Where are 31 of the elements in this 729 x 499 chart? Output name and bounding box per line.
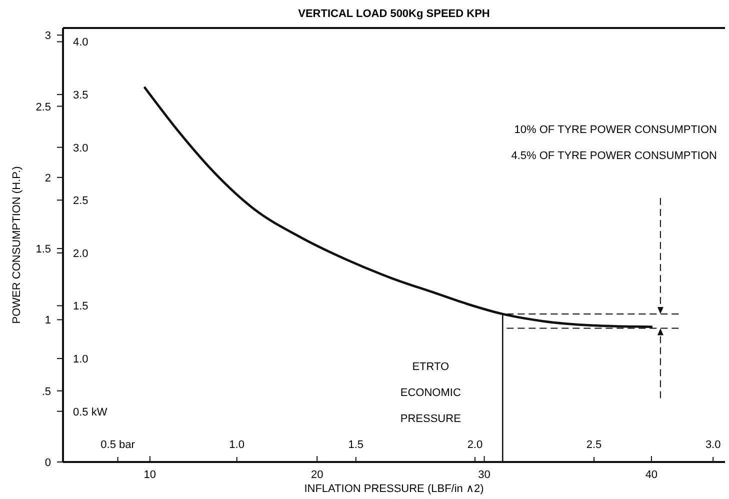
x2-tick-label: 3.0 xyxy=(705,439,721,451)
x2-tick-label: 0.5 bar xyxy=(100,439,136,451)
annotation: 4.5% OF TYRE POWER CONSUMPTION xyxy=(511,150,718,162)
y-tick-label: 2 xyxy=(44,172,51,184)
y-tick-label: .5 xyxy=(42,386,51,398)
y2-tick-label: 1.0 xyxy=(73,354,88,366)
x2-tick-label: 2.5 xyxy=(586,439,602,451)
x-tick-label: 10 xyxy=(144,469,156,481)
y2-tick-label: 2.5 xyxy=(73,195,88,208)
y-tick-label: 3 xyxy=(44,30,51,42)
annotation: 10% OF TYRE POWER CONSUMPTION xyxy=(514,124,718,136)
y-tick-label: 1.5 xyxy=(36,244,51,256)
x-axis-title: INFLATION PRESSURE (LBF/in ∧2) xyxy=(304,483,484,495)
x2-tick-label: 2.0 xyxy=(467,439,483,451)
chart-title: VERTICAL LOAD 500Kg SPEED KPH xyxy=(298,8,490,20)
y2-tick-label: 3.5 xyxy=(73,90,88,102)
text: ETRTO ECONOMIC PRESSURE xyxy=(400,361,461,425)
y2-tick-label: 3.0 xyxy=(73,142,88,154)
y2-tick-label: 0.5 kW xyxy=(73,406,108,418)
y-axis-title: POWER CONSUMPTION (H.P.) xyxy=(11,166,23,324)
x-tick-label: 40 xyxy=(645,469,658,481)
x-tick-label: 30 xyxy=(478,469,490,481)
y-tick-label: 2.5 xyxy=(36,101,51,114)
x2-tick-label: 1.5 xyxy=(348,439,364,451)
y2-tick-label: 4.0 xyxy=(73,36,88,49)
y2-tick-label: 1.5 xyxy=(73,300,88,313)
x-tick-label: 20 xyxy=(310,469,324,481)
y2-tick-label: 2.0 xyxy=(73,248,88,260)
x2-tick-label: 1.0 xyxy=(229,439,244,451)
y-tick-label: 0 xyxy=(44,457,51,469)
y-tick-label: 1 xyxy=(44,314,51,327)
